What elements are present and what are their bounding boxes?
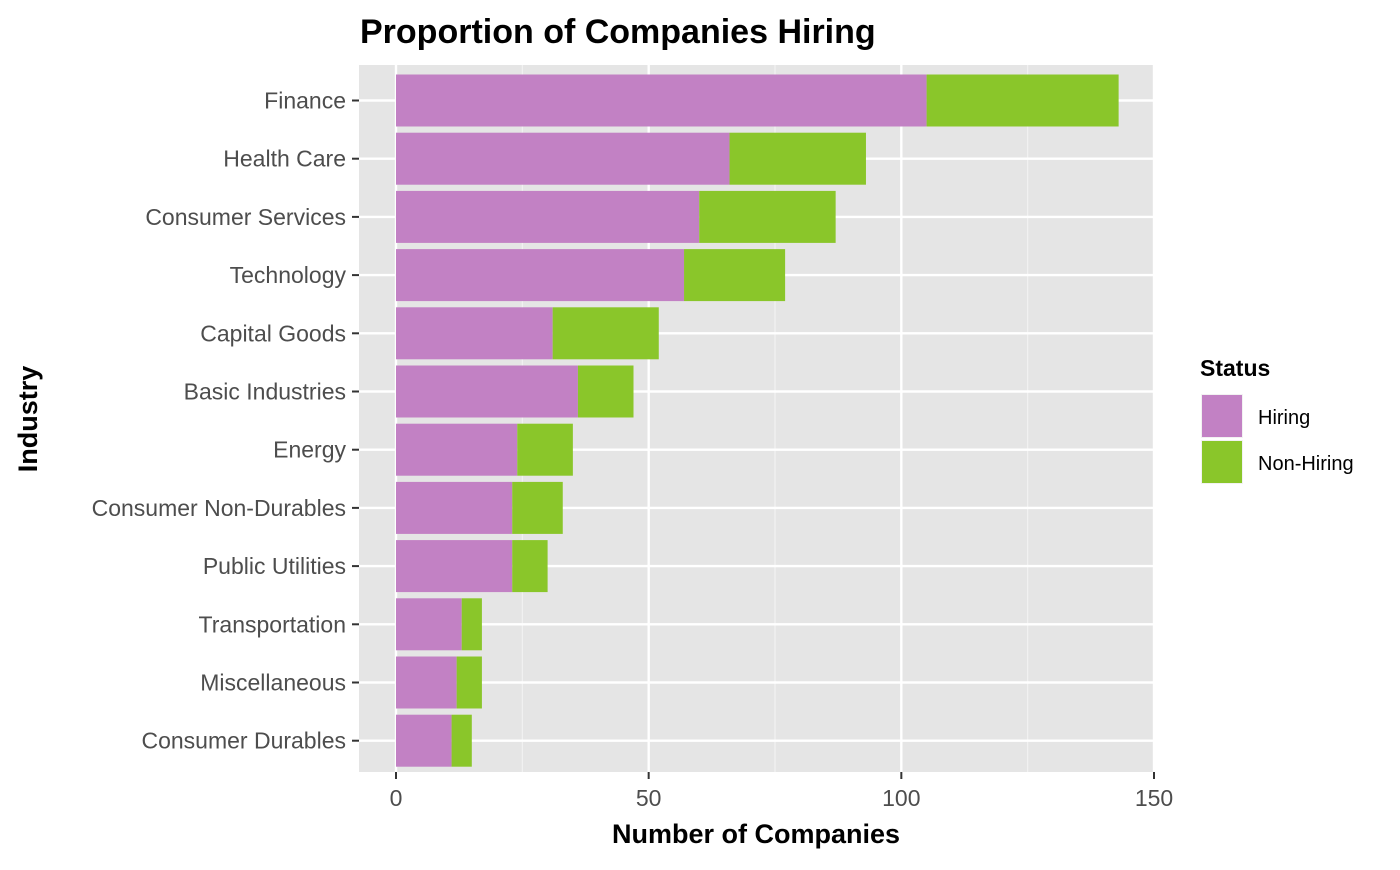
y-tick-label: Transportation [199,611,346,637]
legend-swatch [1202,441,1242,483]
legend-swatch [1202,395,1242,437]
y-tick-label: Consumer Services [145,204,346,230]
bar-hiring [396,598,462,651]
x-axis-title: Number of Companies [612,819,900,849]
y-tick-label: Energy [273,437,346,463]
bar-non-hiring [512,540,548,593]
bars [396,74,1119,767]
bar-non-hiring [456,656,482,709]
x-axis: 0 50 100 150 [390,772,1173,811]
bar-hiring [396,540,513,593]
bar-non-hiring [684,249,786,302]
x-tick-label: 150 [1135,785,1173,811]
bar-hiring [396,190,700,243]
bar-hiring [396,307,553,360]
bar-non-hiring [461,598,482,651]
x-tick-label: 50 [636,785,662,811]
legend-title: Status [1200,355,1270,381]
bar-hiring [396,656,457,709]
y-tick-label: Technology [230,262,347,288]
bar-hiring [396,365,578,418]
legend: Status Hiring Non-Hiring [1200,355,1354,484]
y-tick-label: Consumer Non-Durables [92,495,346,521]
bar-hiring [396,249,685,302]
x-tick-label: 0 [390,785,403,811]
y-tick-label: Health Care [223,146,346,172]
bar-non-hiring [729,132,866,185]
legend-label: Hiring [1258,407,1310,429]
bar-hiring [396,132,730,185]
bar-non-hiring [451,714,472,767]
bar-hiring [396,423,518,476]
y-axis-title: Industry [13,366,43,473]
x-tick-label: 100 [882,785,920,811]
bar-hiring [396,714,452,767]
bar-non-hiring [552,307,659,360]
y-tick-label: Miscellaneous [200,670,346,696]
bar-non-hiring [512,481,563,534]
y-tick-label: Basic Industries [184,379,346,405]
y-tick-label: Public Utilities [203,553,346,579]
bar-hiring [396,74,927,127]
y-axis: Finance Health Care Consumer Services Techn… [92,88,359,754]
y-tick-label: Consumer Durables [141,728,346,754]
y-tick-label: Capital Goods [200,320,346,346]
bar-non-hiring [699,190,836,243]
chart-title: Proportion of Companies Hiring [360,13,876,51]
bar-hiring [396,481,513,534]
bar-non-hiring [577,365,634,418]
y-tick-label: Finance [264,88,346,114]
bar-non-hiring [517,423,573,476]
legend-label: Non-Hiring [1258,453,1354,475]
bar-non-hiring [926,74,1119,127]
legend-items: Hiring Non-Hiring [1201,394,1354,484]
